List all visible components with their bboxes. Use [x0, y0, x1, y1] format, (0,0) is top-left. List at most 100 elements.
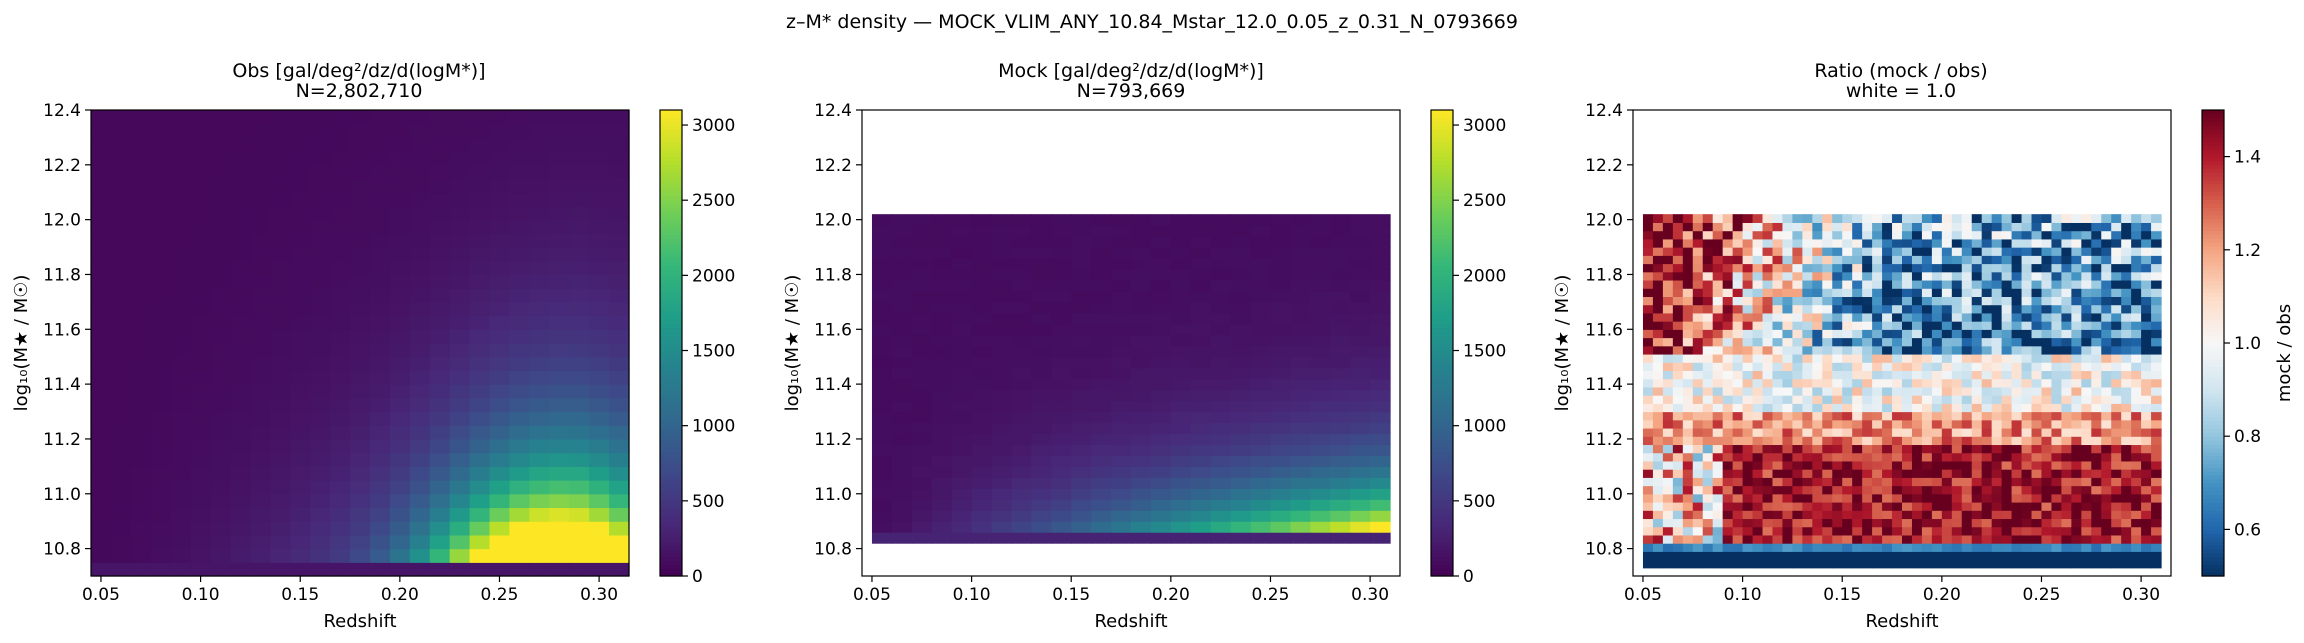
heatmap-cell [1722, 255, 1734, 265]
heatmap-cell [1270, 510, 1292, 522]
heatmap-cell [350, 137, 371, 152]
colorbar-segment [2202, 164, 2224, 169]
heatmap-cell [2111, 296, 2122, 306]
heatmap-cell [2041, 288, 2053, 297]
heatmap-cell [2021, 337, 2033, 347]
heatmap-cell [2121, 255, 2132, 265]
heatmap-cell [2111, 551, 2122, 561]
heatmap-cell [1310, 367, 1331, 380]
heatmap-cell [230, 356, 252, 372]
heatmap-cell [1911, 427, 1923, 437]
heatmap-cell [1822, 370, 1833, 380]
colorbar-segment [2202, 199, 2224, 204]
heatmap-cell [1812, 353, 1823, 363]
heatmap-cell [2011, 469, 2023, 478]
heatmap-cell [1652, 247, 1664, 256]
heatmap-cell [1981, 460, 1993, 470]
heatmap-cell [2001, 370, 2013, 380]
heatmap-cell [1051, 488, 1072, 500]
heatmap-cell [1892, 370, 1903, 380]
heatmap-cell [1812, 436, 1823, 446]
heatmap-cell [1832, 378, 1843, 388]
heatmap-cell [2131, 271, 2142, 281]
heatmap-cell [1210, 510, 1232, 522]
heatmap-cell [1792, 362, 1803, 372]
heatmap-cell [911, 225, 933, 237]
heatmap-cell [489, 315, 511, 330]
heatmap-cell [911, 400, 933, 413]
heatmap-cell [2051, 493, 2063, 503]
heatmap-cell [1370, 400, 1391, 413]
heatmap-cell [1882, 436, 1893, 446]
heatmap-cell [971, 345, 993, 358]
heatmap-cell [1250, 236, 1272, 248]
heatmap-cell [1330, 356, 1351, 369]
heatmap-cell [2001, 452, 2013, 462]
heatmap-cell [1692, 345, 1704, 355]
heatmap-cell [2111, 370, 2122, 380]
heatmap-cell [290, 397, 311, 413]
heatmap-cell [2121, 296, 2132, 306]
heatmap-cell [270, 178, 291, 193]
heatmap-cell [529, 411, 550, 426]
heatmap-cell [1091, 367, 1112, 380]
heatmap-cell [429, 110, 451, 125]
heatmap-cell [1111, 258, 1132, 270]
heatmap-cell [290, 452, 311, 467]
heatmap-cell [2151, 501, 2162, 511]
heatmap-cell [290, 178, 311, 193]
heatmap-cell [2141, 518, 2152, 528]
heatmap-cell [389, 123, 411, 139]
heatmap-cell [1662, 362, 1674, 372]
heatmap-cell [429, 329, 451, 344]
heatmap-cell [489, 466, 511, 481]
heatmap-cell [1941, 477, 1953, 487]
heatmap-cell [2041, 304, 2053, 314]
heatmap-cell [1051, 247, 1072, 259]
heatmap-cell [1802, 230, 1813, 240]
heatmap-cell [2151, 526, 2162, 536]
heatmap-cell [2081, 543, 2092, 552]
heatmap-cell [1091, 532, 1112, 544]
heatmap-cell [1230, 312, 1252, 325]
heatmap-cell [509, 425, 530, 440]
heatmap-cell [2131, 452, 2142, 462]
heatmap-cell [2121, 230, 2132, 240]
heatmap-cell [1971, 551, 1983, 561]
heatmap-cell [2031, 279, 2043, 289]
heatmap-cell [1270, 499, 1292, 511]
heatmap-cell [1902, 279, 1913, 289]
heatmap-cell [1872, 247, 1883, 256]
heatmap-cell [2111, 477, 2122, 487]
heatmap-cell [310, 247, 331, 262]
heatmap-cell [1742, 362, 1754, 372]
heatmap-cell [1672, 444, 1684, 454]
heatmap-cell [1941, 427, 1953, 437]
heatmap-cell [350, 315, 371, 330]
heatmap-cell [1772, 296, 1784, 306]
heatmap-cell [1762, 247, 1774, 256]
heatmap-cell [1911, 312, 1923, 322]
heatmap-cell [1822, 378, 1833, 388]
heatmap-cell [110, 521, 132, 536]
heatmap-cell [991, 214, 1013, 226]
heatmap-cell [609, 315, 630, 330]
heatmap-cell [1712, 214, 1724, 223]
heatmap-cell [2141, 510, 2152, 520]
heatmap-cell [2091, 304, 2102, 314]
heatmap-cell [449, 534, 471, 550]
heatmap-cell [489, 411, 511, 426]
heatmap-cell [230, 466, 252, 481]
heatmap-cell [1792, 230, 1803, 240]
heatmap-cell [91, 329, 112, 344]
heatmap-cell [250, 452, 271, 467]
heatmap-cell [1210, 488, 1232, 500]
heatmap-cell [1652, 493, 1664, 503]
heatmap-cell [1862, 362, 1873, 372]
heatmap-cell [1131, 477, 1152, 489]
colorbar-segment [1431, 475, 1453, 480]
heatmap-cell [1250, 521, 1272, 533]
heatmap-cell [871, 279, 893, 292]
heatmap-cell [1812, 427, 1823, 437]
heatmap-cell [2111, 518, 2122, 528]
